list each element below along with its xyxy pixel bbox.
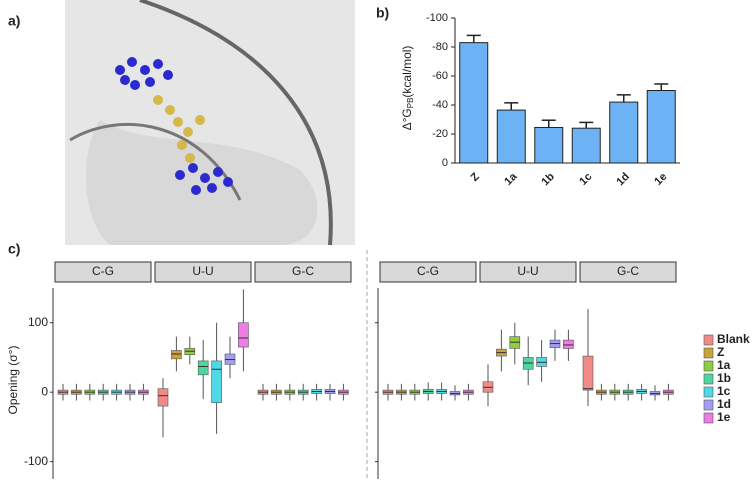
facet-strip [254, 261, 352, 283]
x-tick-label: 1b [539, 170, 557, 188]
box [157, 388, 169, 407]
y-tick-label: -40 [432, 99, 448, 111]
legend-label: 1a [717, 358, 731, 372]
legend-label: 1c [717, 384, 731, 398]
molecule-image [65, 0, 355, 246]
facet-label: G-C [617, 264, 639, 278]
box [238, 322, 249, 348]
facet-label: G-C [292, 264, 314, 278]
facet-label: U-U [192, 264, 213, 278]
y-tick-label: -60 [432, 70, 448, 82]
facet-strip [154, 261, 252, 283]
legend-swatch [703, 412, 714, 424]
legend-label: Z [717, 345, 724, 359]
box [582, 355, 594, 391]
y-tick-label: -80 [432, 41, 448, 53]
bar [571, 127, 601, 164]
panel-label: b) [376, 5, 389, 21]
y-axis-label-sub: PB [406, 98, 415, 109]
box [171, 350, 182, 360]
bar [646, 90, 676, 164]
bar [609, 101, 639, 164]
box [197, 360, 209, 376]
y-axis-label: Opening (σ°) [6, 346, 20, 415]
legend-swatch [703, 334, 714, 346]
bar [459, 42, 489, 164]
panel-label: c) [8, 241, 20, 257]
facet-strip [579, 261, 677, 283]
y-tick-label: 0 [442, 157, 448, 169]
legend-label: 1b [717, 371, 731, 385]
y-tick-label: -20 [432, 128, 448, 140]
y-axis-label: Δ°GPB(kcal/mol) [400, 46, 415, 131]
y-axis-label-part: Δ°G [400, 108, 414, 130]
x-tick-label: 1c [577, 171, 594, 188]
x-tick-label: 1a [502, 170, 520, 188]
legend-label: 1d [717, 397, 731, 411]
y-tick-label: -100 [426, 12, 448, 24]
legend-swatch [703, 373, 714, 385]
x-tick-label: Z [469, 171, 482, 184]
facet-label: U-U [517, 264, 538, 278]
y-axis-label-part: (kcal/mol) [400, 46, 414, 98]
facet-label: C-G [92, 264, 114, 278]
legend-swatch [703, 399, 714, 411]
x-tick-label: 1e [652, 171, 669, 188]
y-tick-label: -100 [24, 454, 48, 468]
legend-label: 1e [717, 410, 731, 424]
facet-strip [379, 261, 477, 283]
legend-label: Blank [717, 332, 750, 346]
legend-swatch [703, 347, 714, 359]
box [211, 360, 222, 403]
facet-strip [54, 261, 152, 283]
y-tick-label: 100 [28, 315, 48, 329]
legend-swatch [703, 360, 714, 372]
bar [496, 109, 526, 164]
legend-swatch [703, 386, 714, 398]
x-tick-label: 1d [614, 171, 632, 189]
y-tick-label: 0 [41, 384, 48, 398]
facet-strip [479, 261, 577, 283]
box [563, 339, 574, 349]
bar [534, 126, 564, 164]
panel-label: a) [8, 13, 20, 29]
facet-label: C-G [417, 264, 439, 278]
